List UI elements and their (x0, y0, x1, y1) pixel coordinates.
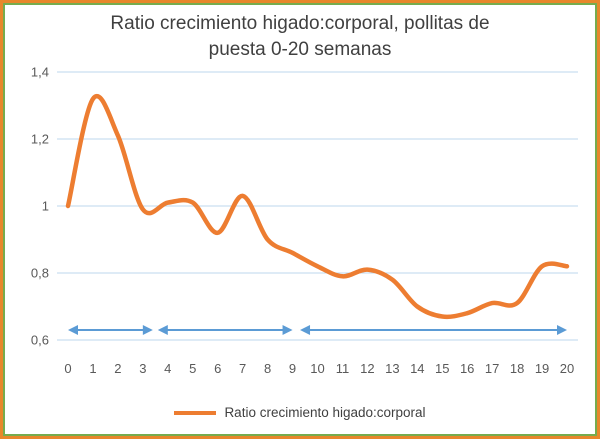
svg-text:14: 14 (410, 361, 424, 376)
svg-text:13: 13 (385, 361, 399, 376)
svg-text:9: 9 (289, 361, 296, 376)
chart-title-text: Ratio crecimiento higado:corporal, polli… (110, 13, 490, 60)
svg-text:12: 12 (360, 361, 374, 376)
line-chart: 0,60,811,21,40 1 2 3 4 5 6 7 8 9 10 11 12 13 14 15 16 17 1… (31, 65, 578, 376)
svg-text:5: 5 (189, 361, 196, 376)
svg-text:3: 3 (139, 361, 146, 376)
svg-text:0,8: 0,8 (31, 266, 49, 281)
svg-text:8: 8 (264, 361, 271, 376)
legend-line-sample (174, 410, 217, 415)
svg-text:1,2: 1,2 (31, 132, 49, 147)
legend-label: Ratio crecimiento higado:corporal (224, 405, 426, 420)
svg-text:7: 7 (239, 361, 246, 376)
svg-text:1,4: 1,4 (31, 65, 49, 80)
svg-text:10: 10 (310, 361, 324, 376)
chart-legend: Ratio crecimiento higado:corporal (5, 405, 595, 420)
svg-text:17: 17 (485, 361, 499, 376)
svg-text:20: 20 (560, 361, 574, 376)
svg-text:0,6: 0,6 (31, 333, 49, 348)
svg-text:6: 6 (214, 361, 221, 376)
svg-text:11: 11 (336, 361, 350, 376)
chart-title: Ratio crecimiento higado:corporal, polli… (5, 11, 595, 63)
svg-text:19: 19 (535, 361, 549, 376)
svg-text:2: 2 (114, 361, 121, 376)
svg-text:4: 4 (164, 361, 171, 376)
svg-text:16: 16 (460, 361, 474, 376)
svg-text:0: 0 (64, 361, 71, 376)
svg-text:1: 1 (89, 361, 96, 376)
svg-text:15: 15 (435, 361, 449, 376)
svg-text:1: 1 (42, 199, 49, 214)
chart-area: Ratio crecimiento higado:corporal, polli… (3, 3, 597, 436)
svg-text:18: 18 (510, 361, 524, 376)
